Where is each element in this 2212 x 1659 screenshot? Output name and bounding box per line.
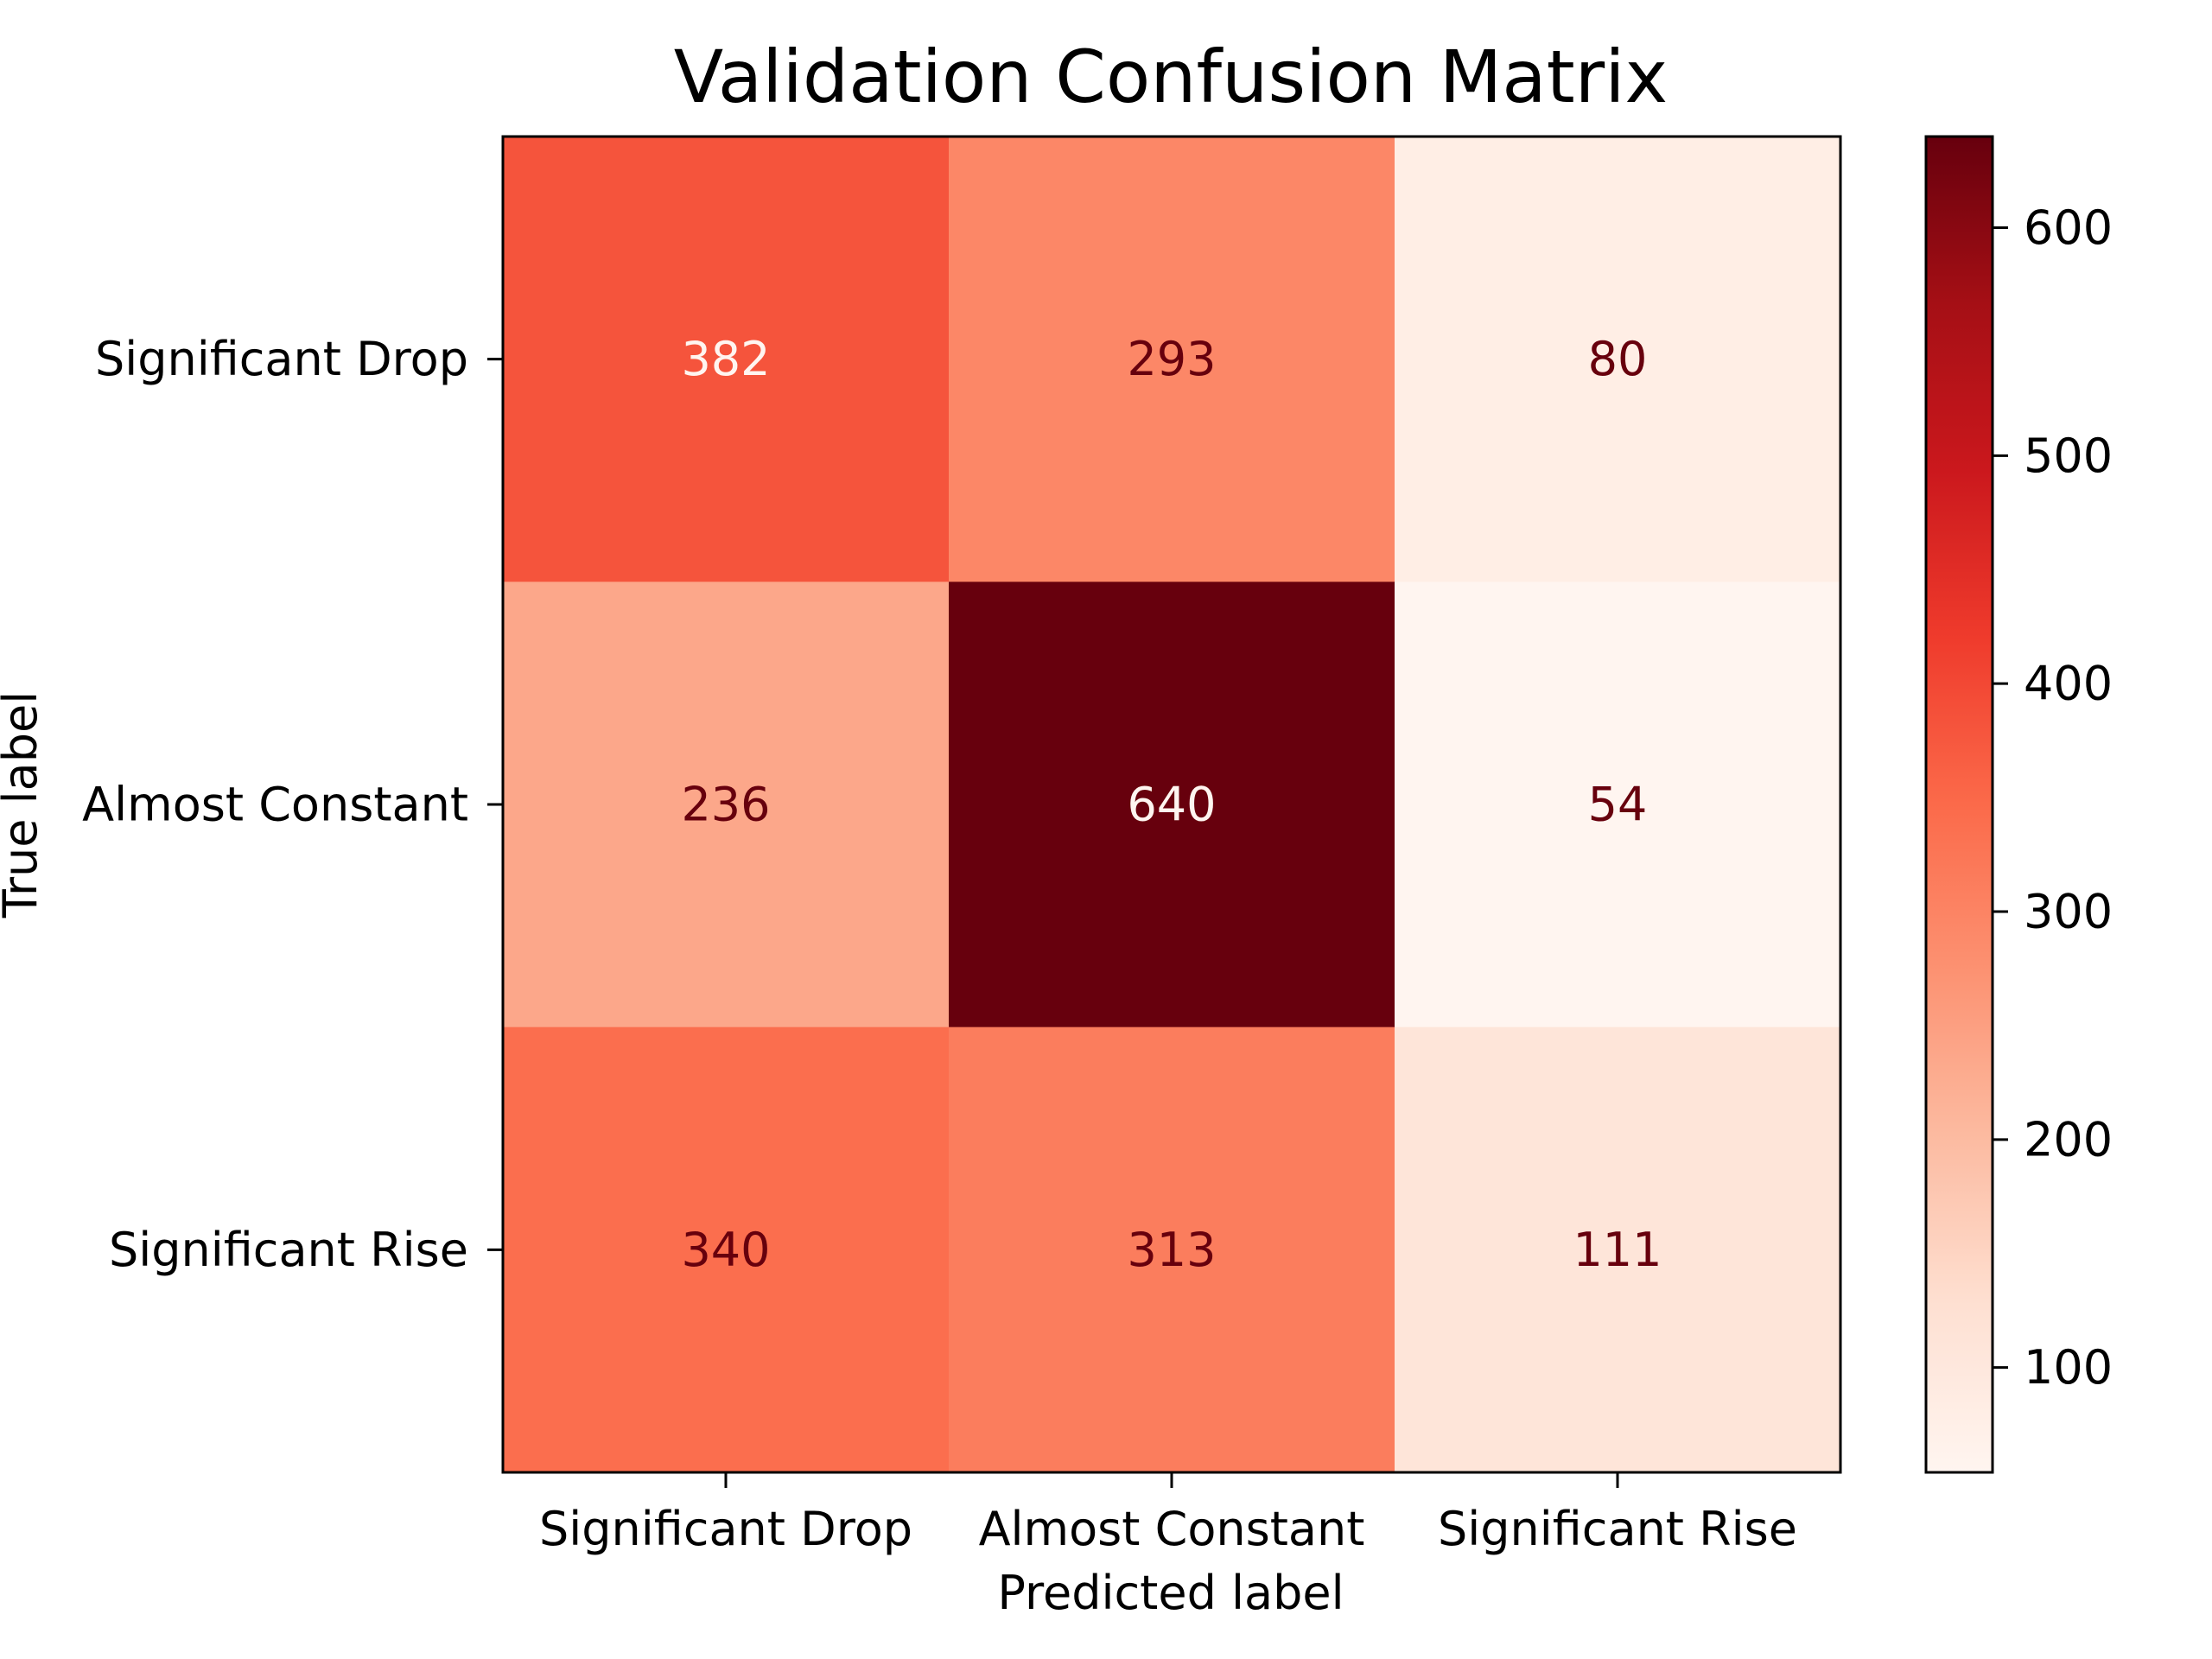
heatmap-cell [1395, 1027, 1841, 1473]
heatmap-cells [503, 137, 1841, 1473]
heatmap-cell [949, 1027, 1395, 1473]
x-tick-label: Almost Constant [979, 1502, 1365, 1556]
heatmap-cell [1395, 582, 1841, 1028]
y-axis: Significant Drop Almost Constant Significa… [82, 332, 503, 1277]
x-axis-label: Predicted label [997, 1566, 1344, 1620]
y-tick-label: Almost Constant [82, 778, 468, 832]
colorbar-tick-label: 600 [2024, 200, 2113, 255]
cell-value-label: 80 [1588, 332, 1648, 386]
y-tick-label: Significant Rise [109, 1223, 468, 1277]
colorbar-axis: 100 200 300 400 500 600 [1993, 200, 2113, 1395]
heatmap-cell [503, 1027, 950, 1473]
x-axis: Significant Drop Almost Constant Significa… [539, 1472, 1797, 1556]
colorbar-tick-label: 400 [2024, 657, 2113, 711]
heatmap-cell-labels: 382 293 80 236 640 54 340 313 111 [681, 332, 1662, 1277]
cell-value-label: 640 [1127, 778, 1216, 832]
heatmap-cell [949, 582, 1395, 1028]
heatmap-cell [949, 137, 1395, 582]
heatmap-cell [1395, 137, 1841, 582]
heatmap-cell [503, 582, 950, 1028]
colorbar-frame [1924, 135, 1994, 1474]
cell-value-label: 54 [1588, 778, 1648, 832]
colorbar-tick-label: 300 [2024, 884, 2113, 938]
y-tick-label: Significant Drop [95, 332, 468, 386]
cell-value-label: 340 [681, 1223, 770, 1277]
colorbar-gradient [1926, 137, 1993, 1472]
x-tick-label: Significant Rise [1438, 1502, 1797, 1556]
colorbar-tick-label: 500 [2024, 429, 2113, 483]
chart-title: Validation Confusion Matrix [674, 35, 1669, 119]
cell-value-label: 313 [1127, 1223, 1216, 1277]
cell-value-label: 382 [681, 332, 770, 386]
cell-value-label: 111 [1573, 1223, 1662, 1277]
colorbar-tick-label: 200 [2024, 1112, 2113, 1166]
y-axis-label: True label [0, 691, 48, 918]
cell-value-label: 293 [1127, 332, 1216, 386]
cell-value-label: 236 [681, 778, 770, 832]
colorbar-tick-label: 100 [2024, 1340, 2113, 1395]
x-tick-label: Significant Drop [539, 1502, 912, 1556]
heatmap-cell [503, 137, 950, 582]
